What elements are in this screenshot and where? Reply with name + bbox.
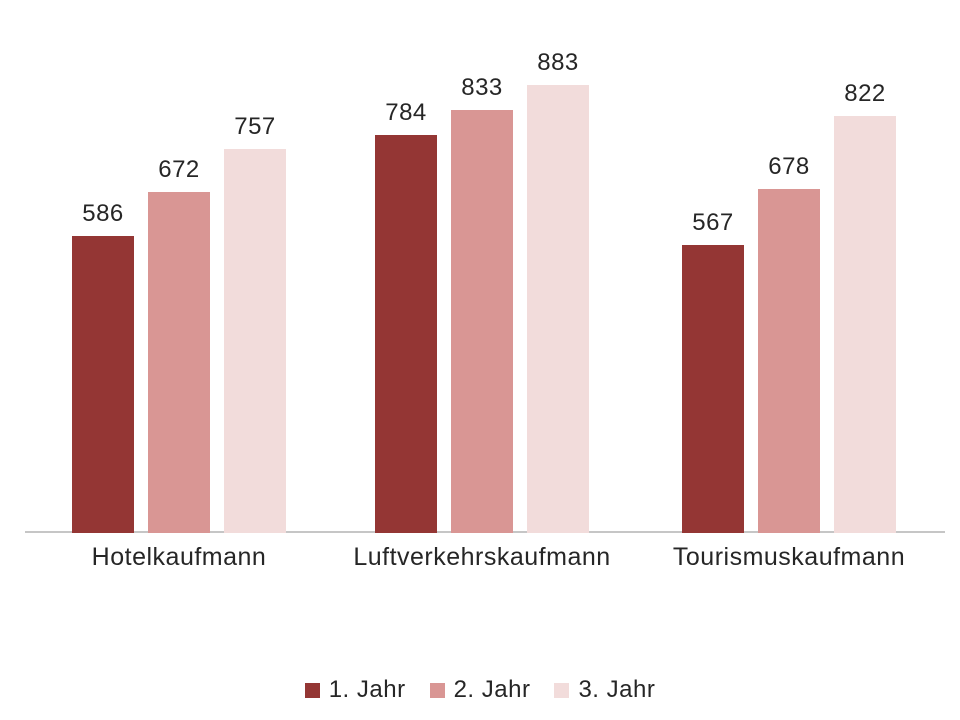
bar-tourismuskaufmann-1-jahr bbox=[682, 245, 744, 533]
value-label-hotelkaufmann-1-jahr: 586 bbox=[82, 200, 124, 227]
bar-tourismuskaufmann-2-jahr bbox=[758, 189, 820, 533]
value-label-tourismuskaufmann-3-jahr: 822 bbox=[844, 80, 886, 107]
category-label-tourismuskaufmann: Tourismuskaufmann bbox=[672, 543, 906, 571]
category-label-hotelkaufmann: Hotelkaufmann bbox=[91, 543, 267, 571]
legend-label-1-jahr: 1. Jahr bbox=[328, 676, 406, 703]
bar-luftverkehrskaufmann-1-jahr bbox=[375, 135, 437, 533]
value-label-tourismuskaufmann-1-jahr: 567 bbox=[692, 209, 734, 236]
chart-legend: 1. Jahr 2. Jahr 3. Jahr bbox=[0, 678, 960, 702]
legend-item-1-jahr: 1. Jahr bbox=[304, 676, 406, 703]
bar-tourismuskaufmann-3-jahr bbox=[834, 116, 896, 533]
value-label-luftverkehrskaufmann-2-jahr: 833 bbox=[461, 74, 503, 101]
value-label-luftverkehrskaufmann-1-jahr: 784 bbox=[385, 99, 427, 126]
legend-swatch-1-jahr bbox=[304, 682, 320, 698]
legend-item-2-jahr: 2. Jahr bbox=[429, 676, 531, 703]
bar-hotelkaufmann-3-jahr bbox=[224, 149, 286, 533]
legend-item-3-jahr: 3. Jahr bbox=[554, 678, 655, 702]
legend-label-3-jahr: 3. Jahr bbox=[578, 676, 656, 703]
legend-swatch-3-jahr bbox=[554, 682, 570, 698]
value-label-hotelkaufmann-3-jahr: 757 bbox=[234, 113, 276, 140]
value-label-hotelkaufmann-2-jahr: 672 bbox=[158, 156, 200, 183]
bar-luftverkehrskaufmann-2-jahr bbox=[451, 110, 513, 533]
legend-label-2-jahr: 2. Jahr bbox=[453, 676, 531, 703]
bar-luftverkehrskaufmann-3-jahr bbox=[527, 85, 589, 533]
bar-hotelkaufmann-2-jahr bbox=[148, 192, 210, 533]
bar-hotelkaufmann-1-jahr bbox=[72, 236, 134, 533]
category-label-luftverkehrskaufmann: Luftverkehrskaufmann bbox=[353, 543, 611, 571]
value-label-luftverkehrskaufmann-3-jahr: 883 bbox=[537, 49, 579, 76]
legend-swatch-2-jahr bbox=[429, 682, 445, 698]
value-label-tourismuskaufmann-2-jahr: 678 bbox=[768, 153, 810, 180]
